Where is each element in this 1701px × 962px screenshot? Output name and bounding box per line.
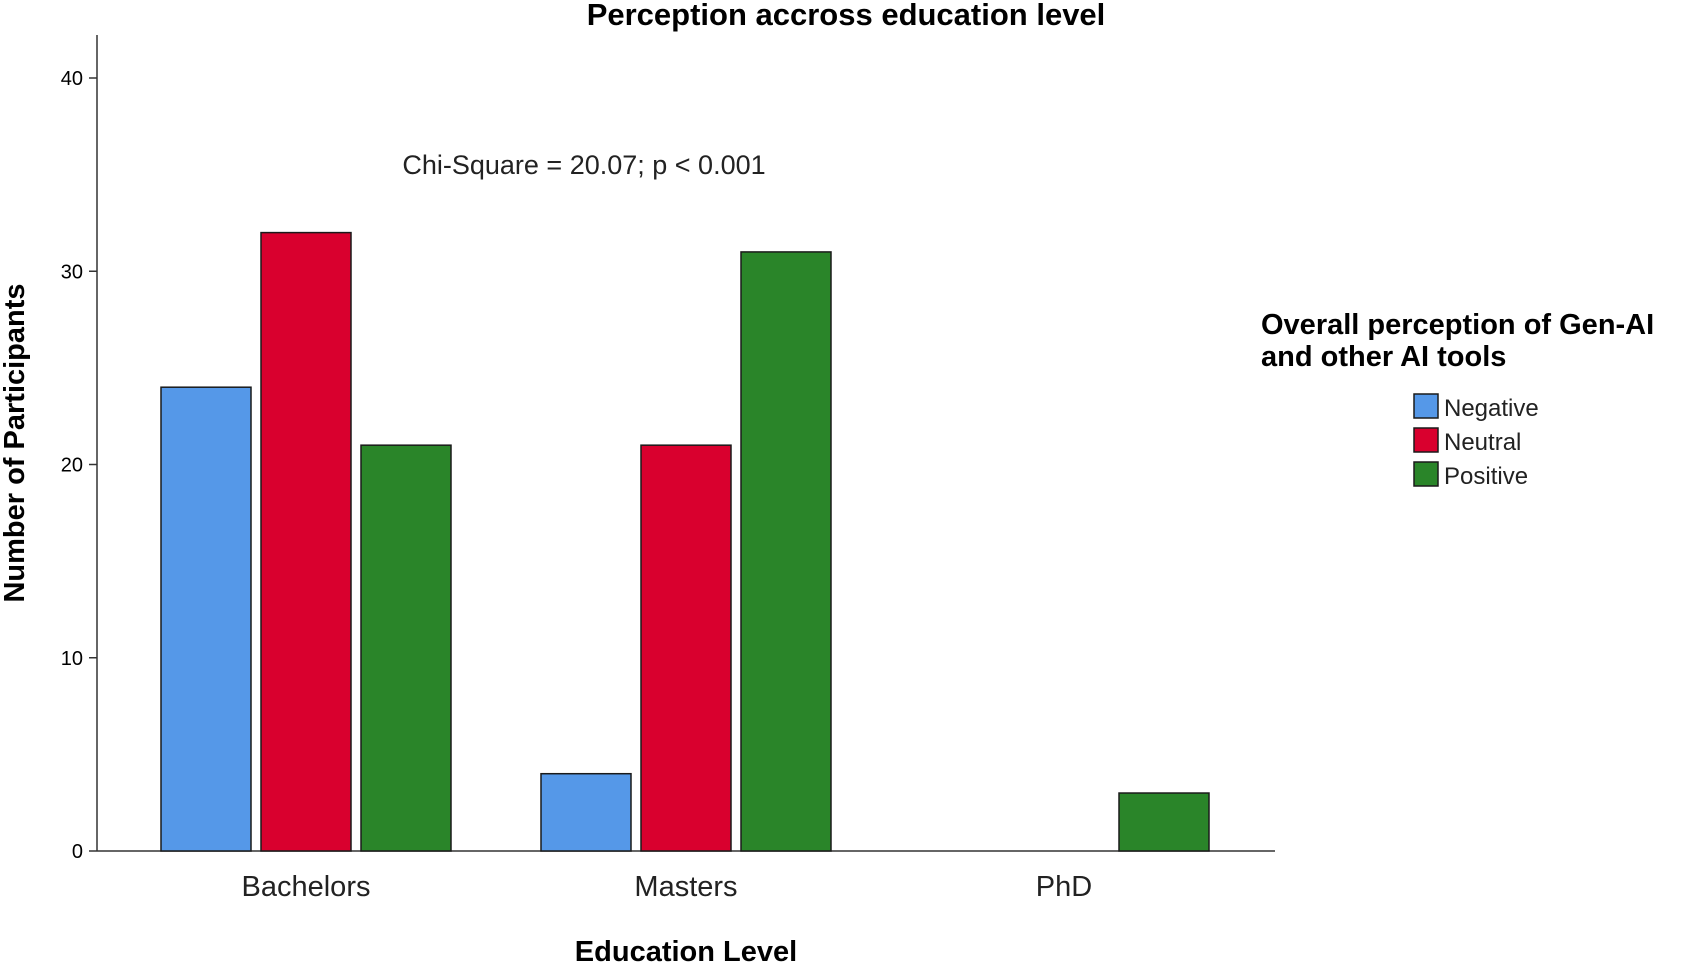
bar-positive-masters: [740, 251, 832, 852]
x-tick-label: PhD: [1036, 871, 1092, 903]
y-tick-label: 0: [72, 841, 83, 863]
y-tick-label: 20: [61, 455, 83, 477]
legend-swatch-negative: [1413, 393, 1439, 419]
legend-label-neutral: Neutral: [1444, 429, 1521, 456]
legend-label-positive: Positive: [1444, 463, 1528, 490]
y-axis-title: Number of Participants: [0, 283, 31, 602]
legend-title-line-2: and other AI tools: [1261, 341, 1506, 373]
y-tick-label: 10: [61, 648, 83, 670]
bars: [160, 231, 1210, 852]
legend-swatch-neutral: [1413, 427, 1439, 453]
y-tick-label: 30: [61, 261, 83, 283]
legend-items: Negative Neutral Positive: [1413, 393, 1539, 490]
bar-neutral-bachelors: [260, 231, 352, 852]
bar-neutral-masters: [640, 444, 732, 852]
legend-title-line-1: Overall perception of Gen-AI: [1261, 309, 1654, 341]
bar-positive-phd: [1118, 792, 1210, 852]
bar-negative-bachelors: [160, 386, 252, 852]
x-axis-title: Education Level: [575, 936, 797, 962]
ticks: 0 10 20 30 40 Bachelors Masters PhD: [61, 68, 1092, 903]
legend: Overall perception of Gen-AI and other A…: [1261, 309, 1654, 490]
legend-swatch-positive: [1413, 461, 1439, 487]
legend-label-negative: Negative: [1444, 395, 1539, 422]
x-tick-label: Bachelors: [242, 871, 371, 903]
bar-negative-masters: [540, 772, 632, 852]
x-tick-label: Masters: [634, 871, 737, 903]
chart-title: Perception accross education level: [587, 0, 1106, 32]
y-tick-label: 40: [61, 68, 83, 90]
chi-square-annotation: Chi-Square = 20.07; p < 0.001: [402, 150, 765, 180]
bar-positive-bachelors: [360, 444, 452, 852]
